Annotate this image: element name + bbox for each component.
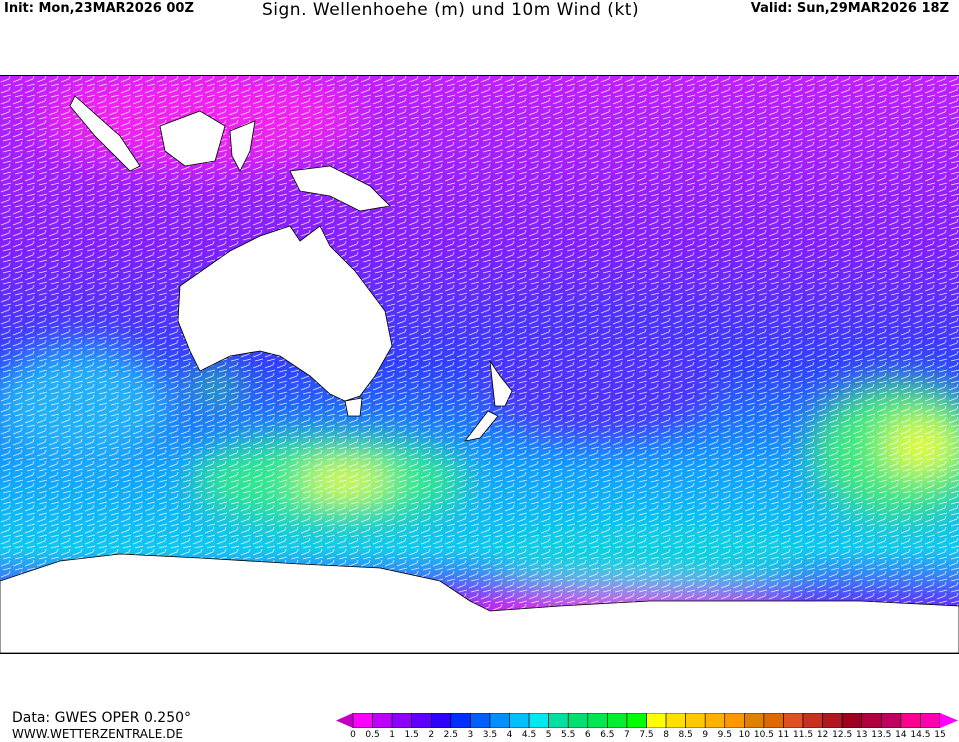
legend-label: 15 — [934, 730, 946, 740]
legend-swatch — [861, 713, 882, 728]
legend-swatch — [763, 713, 784, 728]
legend-label: 6 — [584, 730, 591, 740]
legend-swatch — [607, 713, 628, 728]
legend-swatch — [822, 713, 843, 728]
land-tasmania — [344, 397, 363, 417]
legend-label: 2 — [428, 730, 435, 740]
legend-label: 12 — [816, 730, 829, 740]
land-sulawesi — [229, 120, 256, 172]
legend-label: 11 — [777, 730, 790, 740]
legend-swatch — [665, 713, 686, 728]
legend-label: 10.5 — [753, 730, 774, 740]
legend-swatch — [587, 713, 608, 728]
legend-swatch — [724, 713, 745, 728]
legend-label: 11.5 — [793, 730, 814, 740]
legend-swatch — [646, 713, 667, 728]
legend-label: 3 — [467, 730, 474, 740]
legend-label: 6.5 — [600, 730, 615, 740]
land-antarctica — [0, 553, 959, 653]
legend-label: 4 — [506, 730, 513, 740]
legend-label: 8 — [663, 730, 669, 740]
legend-swatch — [509, 713, 530, 728]
legend-label: 4.5 — [521, 730, 537, 740]
legend-swatch — [528, 713, 549, 728]
color-legend — [336, 713, 958, 728]
legend-swatch — [470, 713, 491, 728]
legend-swatch — [411, 713, 432, 728]
legend-swatch — [391, 713, 413, 728]
legend-label: 7 — [624, 730, 630, 740]
legend-label: 3.5 — [482, 730, 498, 740]
legend-label: 1.5 — [404, 730, 419, 740]
legend-over-arrow — [940, 713, 958, 728]
land-new-guinea — [289, 165, 391, 212]
legend-swatch — [900, 713, 921, 728]
legend-label: 1 — [389, 730, 395, 740]
chart-title: Sign. Wellenhoehe (m) und 10m Wind (kt) — [262, 0, 640, 20]
legend-swatch — [685, 713, 706, 728]
legend-label: 9 — [702, 730, 709, 740]
legend-label: 13.5 — [871, 730, 892, 740]
land-new-zealand — [464, 360, 513, 442]
legend-swatch — [567, 713, 589, 728]
legend-swatch — [372, 713, 393, 728]
legend-label: 13 — [855, 730, 868, 740]
legend-label: 9.5 — [717, 730, 732, 740]
legend-label: 10 — [738, 730, 751, 740]
legend-label: 5 — [545, 730, 552, 740]
legend-swatch — [783, 713, 804, 728]
legend-swatch — [489, 713, 510, 728]
legend-label: 7.5 — [639, 730, 654, 740]
data-source: Data: GWES OPER 0.250° — [12, 710, 192, 726]
init-time: Init: Mon,23MAR2026 00Z — [4, 1, 194, 16]
legend-label: 14 — [895, 730, 907, 740]
legend-swatch — [841, 713, 863, 728]
legend-swatch — [920, 713, 941, 728]
legend-label: 0 — [350, 730, 356, 740]
land-sumatra — [69, 95, 141, 172]
legend-label: 0.5 — [365, 730, 380, 740]
land-borneo — [159, 110, 226, 167]
legend-label: 5.5 — [561, 730, 576, 740]
valid-time: Valid: Sun,29MAR2026 18Z — [750, 1, 949, 16]
legend-swatch — [450, 713, 471, 728]
legend-under-arrow — [336, 713, 353, 728]
land-australia — [177, 225, 393, 402]
legend-swatch — [548, 713, 569, 728]
legend-swatch — [704, 713, 726, 728]
legend-swatch — [626, 713, 647, 728]
legend-swatch — [430, 713, 452, 728]
wave-height-map — [0, 75, 959, 654]
legend-swatch — [352, 713, 373, 728]
legend-labels: 0 0.5 1 1.5 2 2.5 3 3.5 4 4.5 5 5.5 6 6.5 7 7.5 8 8.5 9 9.5… — [0, 730, 959, 742]
legend-label: 12.5 — [832, 730, 853, 740]
legend-swatch — [744, 713, 765, 728]
legend-swatch — [880, 713, 902, 728]
legend-label: 14.5 — [910, 730, 931, 740]
legend-label: 8.5 — [678, 730, 693, 740]
legend-swatch — [802, 713, 823, 728]
legend-label: 2.5 — [443, 730, 458, 740]
website-link[interactable]: WWW.WETTERZENTRALE.DE — [12, 727, 183, 741]
